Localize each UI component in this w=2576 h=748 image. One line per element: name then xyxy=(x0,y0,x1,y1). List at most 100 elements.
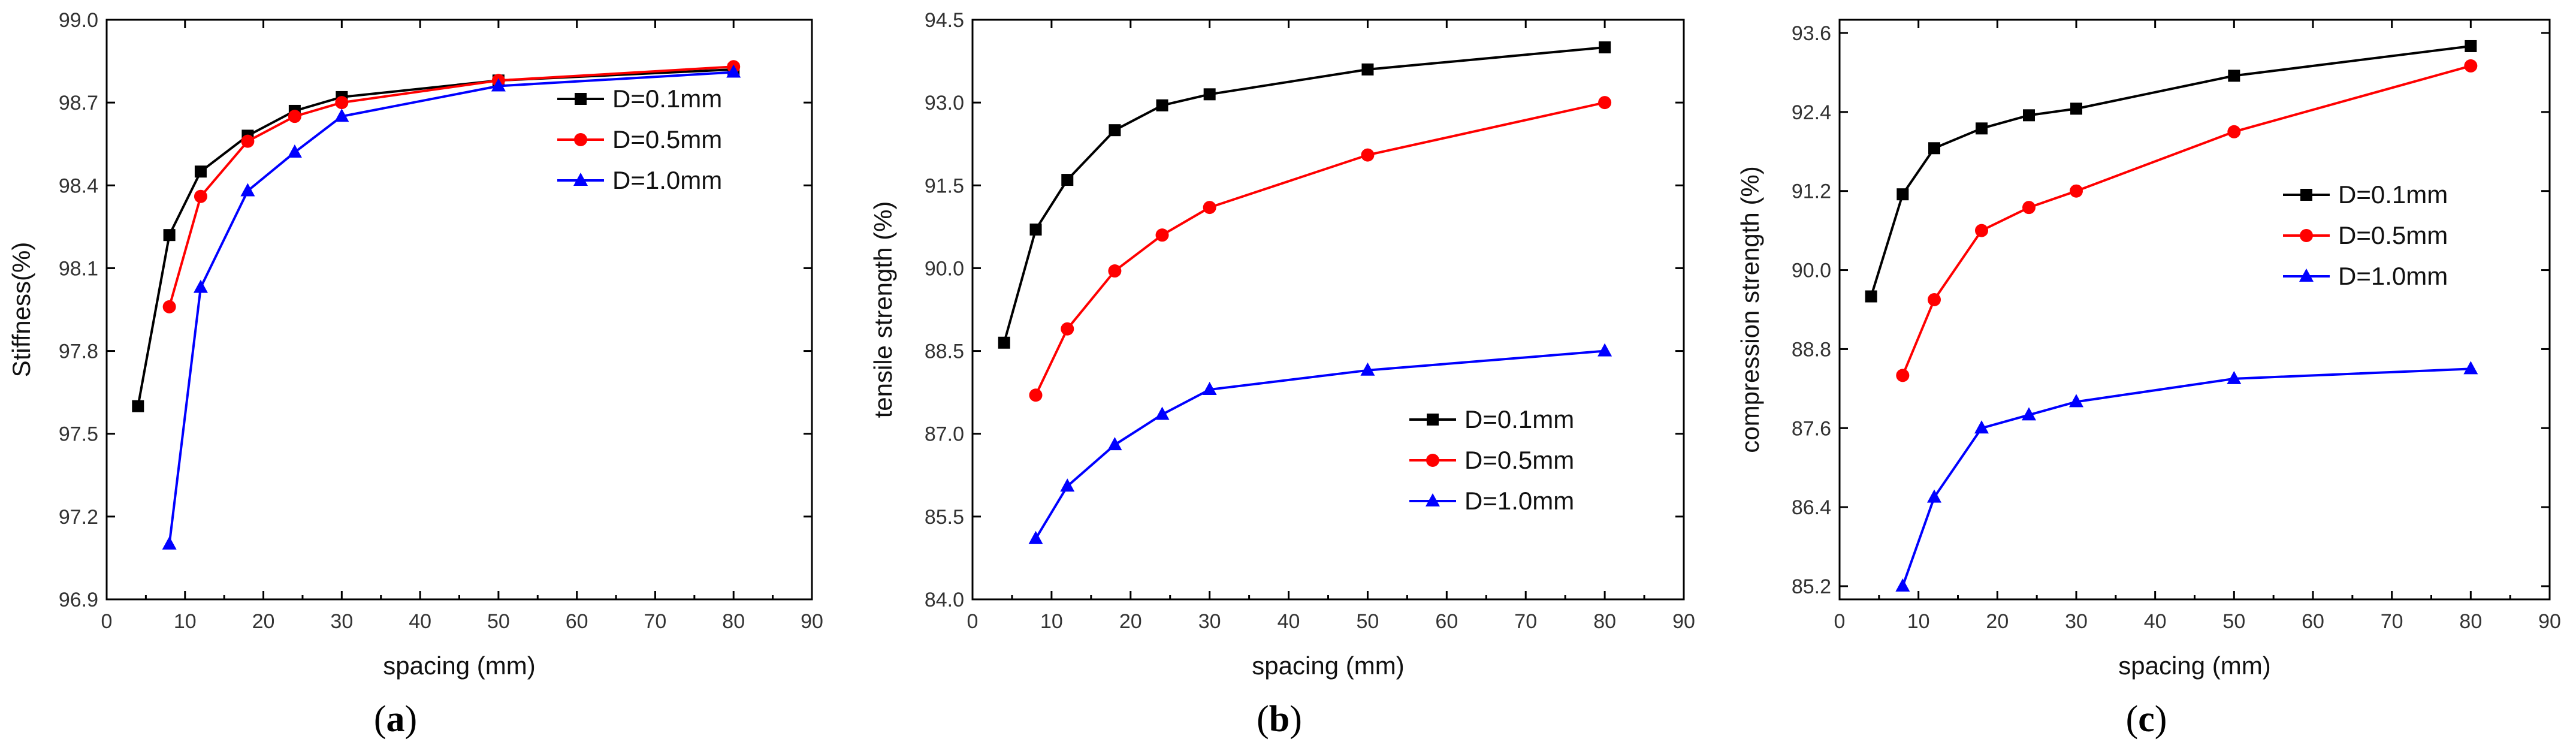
data-point xyxy=(288,110,301,123)
data-point xyxy=(2465,40,2477,52)
data-point xyxy=(162,300,176,313)
data-point xyxy=(193,279,208,293)
data-point xyxy=(1974,420,1989,434)
data-point xyxy=(1108,264,1122,278)
x-axis-title: spacing (mm) xyxy=(1252,652,1404,680)
x-tick-label: 30 xyxy=(330,610,353,633)
x-tick-label: 50 xyxy=(1357,610,1379,633)
x-tick-label: 0 xyxy=(967,610,979,633)
legend-marker xyxy=(1426,454,1439,467)
series-line xyxy=(137,68,734,407)
data-point xyxy=(1061,322,1074,336)
y-tick-label: 87.0 xyxy=(925,423,964,446)
x-tick-label: 40 xyxy=(2144,610,2167,633)
panel-label: (a) xyxy=(374,699,417,740)
legend-label: D=0.5mm xyxy=(1464,446,1574,474)
data-point xyxy=(2228,70,2240,82)
legend-marker xyxy=(2300,229,2313,242)
y-tick-label: 97.5 xyxy=(59,423,98,446)
data-point xyxy=(1061,174,1074,186)
y-tick-label: 85.5 xyxy=(925,506,964,529)
y-tick-label: 84.0 xyxy=(925,589,964,611)
x-tick-label: 50 xyxy=(2222,610,2245,633)
legend-label: D=1.0mm xyxy=(612,166,722,194)
data-point xyxy=(2227,370,2242,384)
data-point xyxy=(998,336,1010,349)
x-tick-label: 90 xyxy=(1672,610,1695,633)
data-point xyxy=(2070,102,2082,115)
y-tick-label: 94.5 xyxy=(925,9,964,32)
data-point xyxy=(2227,125,2241,138)
legend-label: D=1.0mm xyxy=(2338,262,2448,290)
series-line xyxy=(1901,367,2471,587)
x-tick-label: 10 xyxy=(174,610,197,633)
x-tick-label: 80 xyxy=(1593,610,1616,633)
y-tick-label: 98.7 xyxy=(59,92,98,114)
data-point xyxy=(1896,188,1909,201)
x-tick-label: 70 xyxy=(2381,610,2403,633)
x-tick-label: 90 xyxy=(2538,610,2561,633)
y-tick-label: 92.4 xyxy=(1792,101,1831,124)
data-point xyxy=(241,134,255,148)
x-tick-label: 80 xyxy=(722,610,745,633)
data-point xyxy=(163,229,176,242)
y-tick-label: 90.0 xyxy=(925,257,964,280)
y-axis-title: compression strength (%) xyxy=(1736,166,1764,453)
data-point xyxy=(1060,478,1075,492)
legend-marker xyxy=(2300,189,2312,201)
y-tick-label: 88.5 xyxy=(925,340,964,363)
data-point xyxy=(1107,437,1122,451)
x-tick-label: 70 xyxy=(644,610,667,633)
data-point xyxy=(1203,201,1216,215)
chart-panel-c: 0 10 20 30 40 50 60 70 80 90 85.2 86.4 87.6 88.8 90.0 9… xyxy=(1736,19,2561,740)
series-line xyxy=(1034,101,1605,396)
plot-frame xyxy=(971,19,1685,601)
data-point xyxy=(1029,388,1043,402)
y-tick-label: 91.2 xyxy=(1792,180,1831,203)
data-point xyxy=(194,165,207,178)
series-line xyxy=(1870,44,2471,297)
legend-marker xyxy=(573,173,588,186)
x-axis-title: spacing (mm) xyxy=(2118,652,2270,680)
data-point xyxy=(491,78,506,92)
x-tick-label: 20 xyxy=(1119,610,1142,633)
legend-label: D=0.1mm xyxy=(2338,180,2448,209)
legend-marker xyxy=(574,133,587,146)
y-tick-label: 86.4 xyxy=(1792,496,1831,519)
data-point xyxy=(1928,293,1941,307)
data-point xyxy=(287,144,302,158)
x-tick-label: 10 xyxy=(1907,610,1930,633)
x-tick-label: 40 xyxy=(1278,610,1300,633)
x-tick-label: 10 xyxy=(1040,610,1063,633)
data-point xyxy=(1360,362,1375,376)
y-tick-label: 98.4 xyxy=(59,174,98,197)
y-tick-label: 87.6 xyxy=(1792,417,1831,440)
x-tick-label: 0 xyxy=(1834,610,1846,633)
data-point xyxy=(1202,382,1217,396)
data-point xyxy=(726,64,741,78)
x-tick-label: 20 xyxy=(252,610,275,633)
data-point xyxy=(2464,59,2478,73)
data-point xyxy=(1928,142,1940,155)
x-tick-label: 50 xyxy=(487,610,510,633)
data-point xyxy=(2463,361,2478,375)
chart-panel-b: 0 10 20 30 40 50 60 70 80 90 84.0 85.5 87.0 88.5 90.0 9… xyxy=(869,9,1695,740)
y-tick-label: 96.9 xyxy=(59,589,98,611)
legend-marker xyxy=(1427,414,1439,426)
legend-marker xyxy=(1426,493,1440,506)
panel-label: (c) xyxy=(2126,699,2167,740)
legend-label: D=0.1mm xyxy=(612,85,722,113)
legend-label: D=0.1mm xyxy=(1464,405,1574,433)
plot-frame xyxy=(1838,19,2551,601)
panel-label: (b) xyxy=(1257,699,1302,740)
data-point xyxy=(240,183,255,197)
chart-panel-a: 0 10 20 30 40 50 60 70 80 90 96.9 97.2 97.5 97.8 98.1 9… xyxy=(7,9,823,740)
data-point xyxy=(1598,96,1612,110)
y-tick-label: 91.5 xyxy=(925,174,964,197)
legend-marker xyxy=(2299,269,2314,282)
data-point xyxy=(1155,228,1169,242)
data-point xyxy=(2022,407,2036,421)
x-tick-label: 60 xyxy=(2302,610,2324,633)
x-tick-label: 30 xyxy=(1198,610,1221,633)
